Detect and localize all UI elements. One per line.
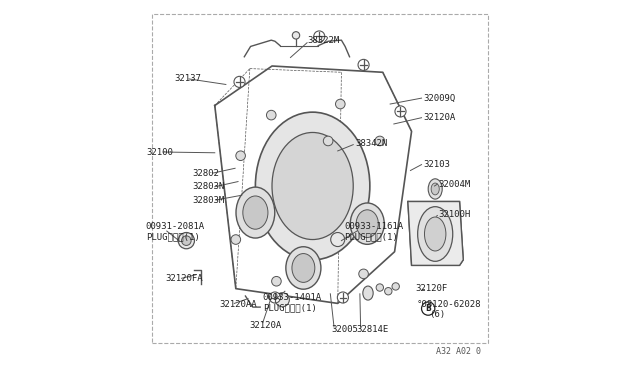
- Circle shape: [385, 288, 392, 295]
- Circle shape: [314, 31, 324, 42]
- Circle shape: [331, 232, 345, 247]
- Text: 32120A: 32120A: [424, 113, 456, 122]
- Circle shape: [392, 283, 399, 290]
- Text: 32005: 32005: [331, 326, 358, 334]
- Text: 32803M: 32803M: [193, 196, 225, 205]
- Ellipse shape: [286, 247, 321, 289]
- Ellipse shape: [272, 132, 353, 240]
- Text: 32120AA: 32120AA: [220, 300, 257, 310]
- Text: 32103: 32103: [424, 160, 451, 169]
- Text: PLUGプラグ(1): PLUGプラグ(1): [146, 232, 200, 241]
- Text: 38342N: 38342N: [355, 139, 387, 148]
- Text: 32004M: 32004M: [438, 180, 470, 189]
- Ellipse shape: [255, 112, 370, 260]
- Circle shape: [337, 292, 348, 303]
- Text: 32120F: 32120F: [415, 284, 447, 293]
- Circle shape: [376, 284, 383, 291]
- Text: 32803N: 32803N: [193, 182, 225, 191]
- Circle shape: [271, 276, 281, 286]
- Circle shape: [231, 235, 241, 244]
- Ellipse shape: [350, 203, 384, 244]
- Text: 32120FA: 32120FA: [166, 274, 204, 283]
- Text: 32814E: 32814E: [356, 326, 388, 334]
- Text: 32137: 32137: [174, 74, 201, 83]
- Text: 00931-2081A: 00931-2081A: [146, 222, 205, 231]
- Polygon shape: [408, 202, 463, 265]
- Circle shape: [359, 269, 369, 279]
- Circle shape: [275, 293, 289, 307]
- Ellipse shape: [243, 196, 268, 229]
- Circle shape: [335, 99, 345, 109]
- Text: (6): (6): [429, 310, 445, 319]
- Text: 32009Q: 32009Q: [424, 94, 456, 103]
- Bar: [152, 14, 488, 343]
- Circle shape: [178, 232, 195, 249]
- Circle shape: [266, 110, 276, 120]
- Text: B: B: [426, 304, 431, 313]
- Ellipse shape: [356, 210, 378, 237]
- Ellipse shape: [292, 254, 315, 282]
- Circle shape: [236, 151, 245, 161]
- Text: 32100: 32100: [147, 148, 173, 157]
- Ellipse shape: [418, 207, 452, 261]
- Circle shape: [292, 32, 300, 39]
- Text: 32802: 32802: [193, 169, 220, 177]
- Text: PLUGプラグ(1): PLUGプラグ(1): [344, 232, 397, 241]
- Circle shape: [358, 60, 369, 70]
- Ellipse shape: [236, 187, 275, 238]
- Circle shape: [323, 136, 333, 146]
- Text: 32100H: 32100H: [438, 210, 470, 219]
- Text: A32 A02 0: A32 A02 0: [436, 347, 481, 356]
- Text: PLUGプラグ(1): PLUGプラグ(1): [263, 303, 317, 312]
- Circle shape: [234, 76, 245, 87]
- Circle shape: [269, 292, 280, 303]
- Text: 00933-1161A: 00933-1161A: [344, 222, 403, 231]
- Ellipse shape: [428, 179, 442, 199]
- Text: 00933-1401A: 00933-1401A: [263, 293, 322, 302]
- Ellipse shape: [431, 183, 439, 195]
- Text: 38322M: 38322M: [307, 36, 339, 45]
- Ellipse shape: [363, 286, 373, 300]
- Text: 32120A: 32120A: [250, 321, 282, 330]
- Circle shape: [422, 302, 435, 315]
- Circle shape: [182, 236, 191, 246]
- Ellipse shape: [424, 217, 446, 251]
- Circle shape: [375, 136, 385, 146]
- Circle shape: [395, 106, 406, 117]
- Text: °08120-62028: °08120-62028: [417, 300, 481, 310]
